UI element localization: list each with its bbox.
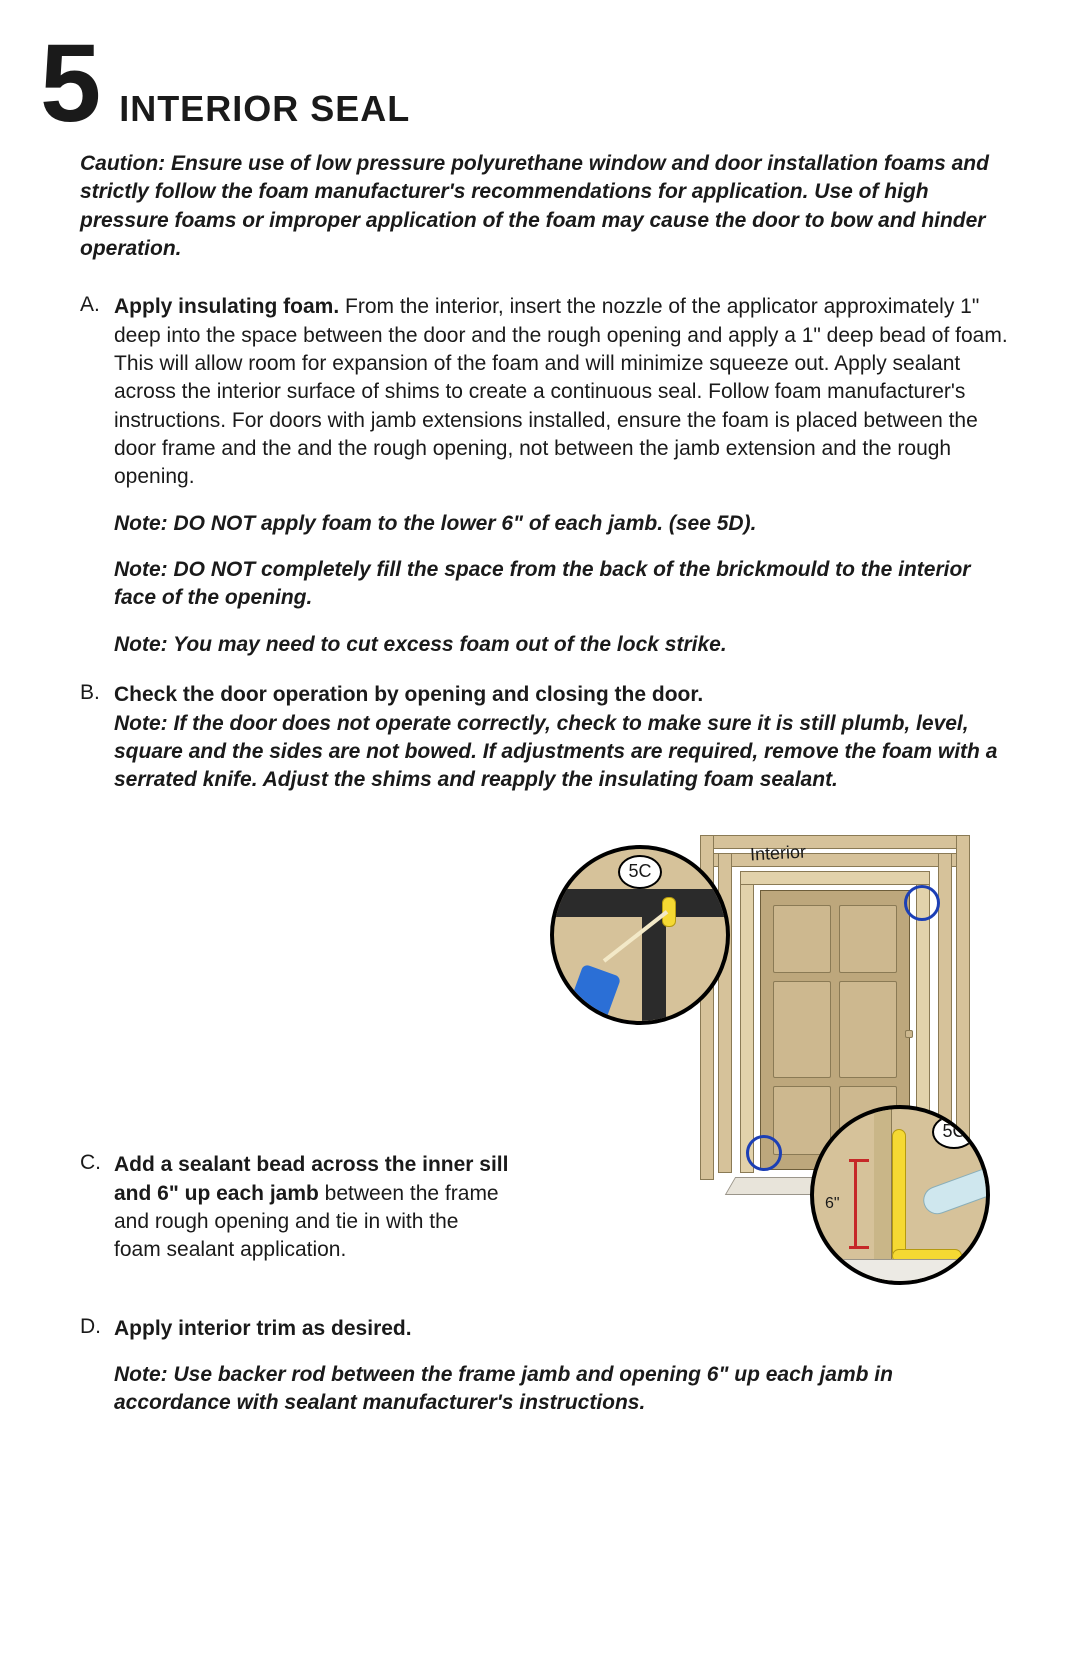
- sealant-tube-icon: [919, 1167, 990, 1217]
- detail-tag: 5C: [932, 1115, 976, 1149]
- item-a-note-3: Note: You may need to cut excess foam ou…: [114, 631, 1010, 659]
- door-figure: Interior 5C 6" 5C: [550, 825, 990, 1285]
- item-d-note: Note: Use backer rod between the frame j…: [114, 1361, 1010, 1418]
- item-letter: B.: [80, 681, 102, 794]
- detail-5c-bottom: 6" 5C: [810, 1105, 990, 1285]
- item-body: Add a sealant bead across the inner sill…: [114, 1151, 510, 1264]
- item-b-lead: Check the door operation by opening and …: [114, 683, 703, 706]
- dimension-label: 6": [825, 1195, 840, 1213]
- door-knob-icon: [905, 1030, 913, 1038]
- item-a-note-2: Note: DO NOT completely fill the space f…: [114, 556, 1010, 613]
- callout-ring-icon: [904, 885, 940, 921]
- caution-text: Caution: Ensure use of low pressure poly…: [80, 150, 1010, 263]
- step-number: 5: [40, 40, 101, 128]
- item-b-note: Note: If the door does not operate corre…: [114, 710, 1010, 795]
- detail-tag: 5C: [618, 855, 662, 889]
- step-item-d: D. Apply interior trim as desired. Note:…: [80, 1315, 1010, 1418]
- item-letter: A.: [80, 293, 102, 659]
- step-item-c: C. Add a sealant bead across the inner s…: [80, 1151, 510, 1264]
- foam-can-icon: [567, 963, 622, 1024]
- callout-ring-icon: [746, 1135, 782, 1171]
- item-a-lead: Apply insulating foam.: [114, 295, 339, 318]
- interior-label: Interior: [749, 841, 806, 865]
- step-item-b: B. Check the door operation by opening a…: [80, 681, 1010, 794]
- section-heading: 5 INTERIOR SEAL: [40, 40, 1010, 130]
- item-a-note-1: Note: DO NOT apply foam to the lower 6" …: [114, 510, 1010, 538]
- item-letter: C.: [80, 1151, 102, 1264]
- item-letter: D.: [80, 1315, 102, 1418]
- detail-5c-top: 5C: [550, 845, 730, 1025]
- dimension-icon: 6": [854, 1159, 857, 1249]
- item-a-body: From the interior, insert the nozzle of …: [114, 295, 1008, 488]
- step-item-a: A. Apply insulating foam. From the inter…: [80, 293, 1010, 659]
- figure-block: Interior 5C 6" 5C C.: [40, 825, 1010, 1305]
- item-body: Apply insulating foam. From the interior…: [114, 293, 1010, 659]
- item-d-lead: Apply interior trim as desired.: [114, 1317, 412, 1340]
- step-title: INTERIOR SEAL: [119, 88, 410, 130]
- item-body: Apply interior trim as desired. Note: Us…: [114, 1315, 1010, 1418]
- item-body: Check the door operation by opening and …: [114, 681, 1010, 794]
